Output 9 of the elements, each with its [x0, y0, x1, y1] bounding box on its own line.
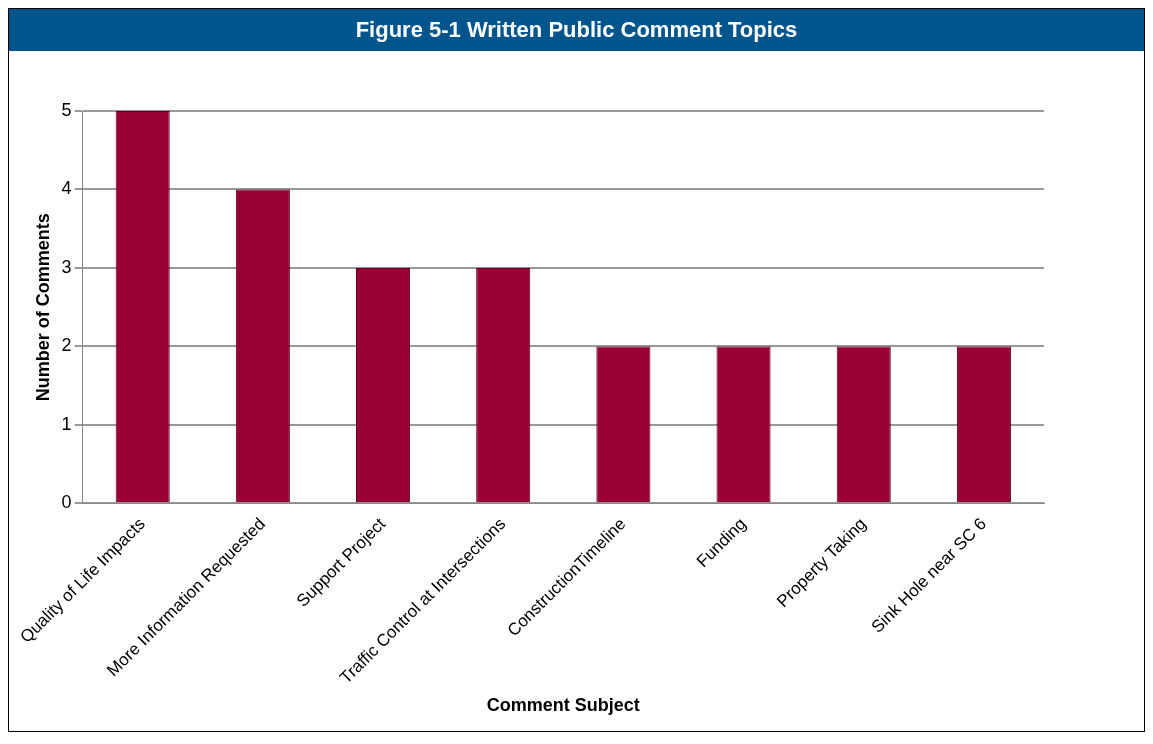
x-axis-title: Comment Subject — [486, 695, 640, 716]
chart-title: Figure 5-1 Written Public Comment Topics — [9, 9, 1144, 51]
y-tick-label: 1 — [61, 413, 72, 434]
y-tick-label: 0 — [61, 492, 72, 513]
y-tick-label: 3 — [61, 256, 72, 277]
y-axis-title: Number of Comments — [32, 213, 53, 402]
y-tick-label: 2 — [61, 335, 72, 356]
y-tick-label: 4 — [61, 178, 72, 199]
y-tick-label: 5 — [61, 99, 72, 120]
